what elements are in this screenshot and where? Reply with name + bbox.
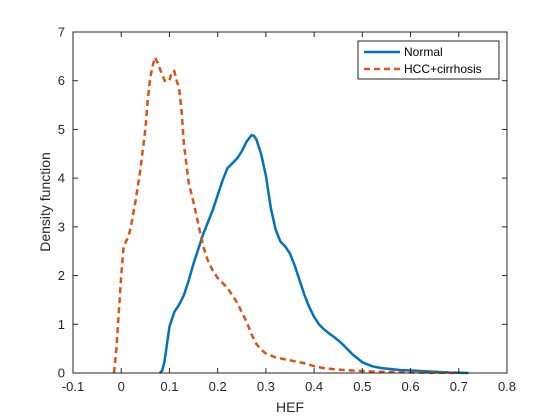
- series-line-0: [158, 134, 469, 375]
- x-tick-label: 0.8: [498, 379, 516, 394]
- y-tick-label: 5: [58, 122, 65, 137]
- legend-label-0: Normal: [404, 45, 443, 59]
- x-tick-label: 0.6: [402, 379, 420, 394]
- series-line-1: [112, 56, 459, 375]
- x-tick-label: 0.4: [305, 379, 323, 394]
- y-tick-label: 0: [58, 366, 65, 381]
- x-tick-label: 0: [118, 379, 125, 394]
- x-tick-label: 0.7: [450, 379, 468, 394]
- plot-area: [73, 32, 507, 373]
- legend-label-1: HCC+cirrhosis: [404, 62, 482, 76]
- x-tick-label: -0.1: [62, 379, 84, 394]
- x-tick-label: 0.5: [353, 379, 371, 394]
- y-tick-label: 6: [58, 73, 65, 88]
- x-axis-title: HEF: [276, 399, 304, 415]
- axes-box: [72, 31, 508, 374]
- y-tick-label: 4: [58, 171, 65, 186]
- y-tick-label: 7: [58, 25, 65, 40]
- legend: Normal HCC+cirrhosis: [357, 40, 500, 80]
- y-axis-title: Density function: [37, 152, 53, 252]
- series-layer: [112, 56, 469, 375]
- y-tick-label: 1: [58, 317, 65, 332]
- y-tick-label: 3: [58, 219, 65, 234]
- x-tick-label: 0.3: [257, 379, 275, 394]
- legend-box: [357, 40, 500, 80]
- x-tick-label: 0.2: [209, 379, 227, 394]
- y-tick-label: 2: [58, 268, 65, 283]
- x-tick-label: 0.1: [160, 379, 178, 394]
